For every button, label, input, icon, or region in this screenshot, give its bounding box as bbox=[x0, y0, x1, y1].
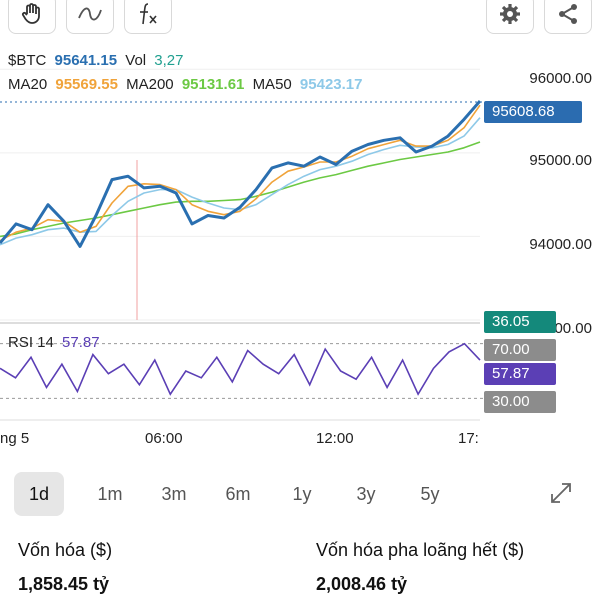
series-line-btc bbox=[0, 100, 482, 248]
price-axis-label: 95000.00 bbox=[529, 152, 592, 169]
vol-label: Vol bbox=[125, 52, 147, 69]
market-cap-value: 1,858.45 tỷ bbox=[18, 574, 110, 594]
wave-icon bbox=[78, 7, 102, 21]
ma20-value: 95569.55 bbox=[55, 76, 118, 93]
series-line-rsi bbox=[0, 342, 481, 396]
timeframe-3y[interactable]: 3y bbox=[356, 484, 376, 504]
ma50-value: 95423.17 bbox=[299, 76, 363, 93]
rsi-legend: RSI 14 57.87 bbox=[8, 334, 104, 351]
timeframe-1y[interactable]: 1y bbox=[292, 484, 312, 504]
function-tool-button[interactable] bbox=[124, 0, 172, 34]
function-icon bbox=[140, 3, 157, 25]
timeframe-selector: 1d 1m 3m 6m 1y 3y 5y bbox=[14, 470, 462, 518]
series-line-ma200 bbox=[0, 141, 481, 238]
fdv-value: 2,008.46 tỷ bbox=[316, 574, 408, 594]
fullscreen-button[interactable] bbox=[548, 480, 574, 506]
legend-price-row: $BTC 95641.15 Vol 3,27 bbox=[8, 52, 188, 69]
series-line-ma20 bbox=[0, 104, 481, 242]
current-price-tag: 95608.68 bbox=[484, 101, 582, 123]
wave-tool-button[interactable] bbox=[66, 0, 114, 34]
price-axis-label: 96000.00 bbox=[529, 70, 592, 87]
timeframe-1d[interactable]: 1d bbox=[14, 472, 64, 516]
hand-icon bbox=[22, 3, 40, 24]
price-chart[interactable] bbox=[0, 0, 600, 460]
ma20-label: MA20 bbox=[8, 76, 48, 93]
rsi-30-tag: 30.00 bbox=[484, 391, 556, 413]
gear-icon bbox=[500, 4, 520, 24]
series-line-ma50 bbox=[0, 117, 481, 246]
timeframe-1m[interactable]: 1m bbox=[97, 484, 123, 504]
volume-tag: 36.05 bbox=[484, 311, 556, 333]
symbol-label: $BTC bbox=[8, 52, 47, 69]
hand-tool-button[interactable] bbox=[8, 0, 56, 34]
settings-button[interactable] bbox=[486, 0, 534, 34]
time-axis-label: 06:00 bbox=[145, 430, 183, 447]
timeframe-6m[interactable]: 6m bbox=[225, 484, 251, 504]
time-axis-label: 12:00 bbox=[316, 430, 354, 447]
price-axis-label: 94000.00 bbox=[529, 236, 592, 253]
timeframe-3m[interactable]: 3m bbox=[161, 484, 187, 504]
market-cap-label: Vốn hóa ($) bbox=[18, 540, 113, 560]
vol-value: 3,27 bbox=[154, 52, 184, 69]
ma50-label: MA50 bbox=[252, 76, 292, 93]
ma200-label: MA200 bbox=[126, 76, 174, 93]
legend-ma-row: MA20 95569.55 MA200 95131.61 MA50 95423.… bbox=[8, 76, 367, 93]
ma200-value: 95131.61 bbox=[181, 76, 245, 93]
rsi-label: RSI 14 bbox=[8, 334, 54, 351]
rsi-value: 57.87 bbox=[62, 334, 100, 351]
fdv-label: Vốn hóa pha loãng hết ($) bbox=[316, 540, 525, 560]
rsi-70-tag: 70.00 bbox=[484, 339, 556, 361]
share-button[interactable] bbox=[544, 0, 592, 34]
time-axis-label: 17: bbox=[458, 430, 479, 447]
share-icon bbox=[559, 4, 577, 24]
expand-icon bbox=[551, 483, 571, 503]
timeframe-5y[interactable]: 5y bbox=[420, 484, 440, 504]
last-price-value: 95641.15 bbox=[54, 52, 118, 69]
time-axis-label: ng 5 bbox=[0, 430, 30, 447]
rsi-value-tag: 57.87 bbox=[484, 363, 556, 385]
